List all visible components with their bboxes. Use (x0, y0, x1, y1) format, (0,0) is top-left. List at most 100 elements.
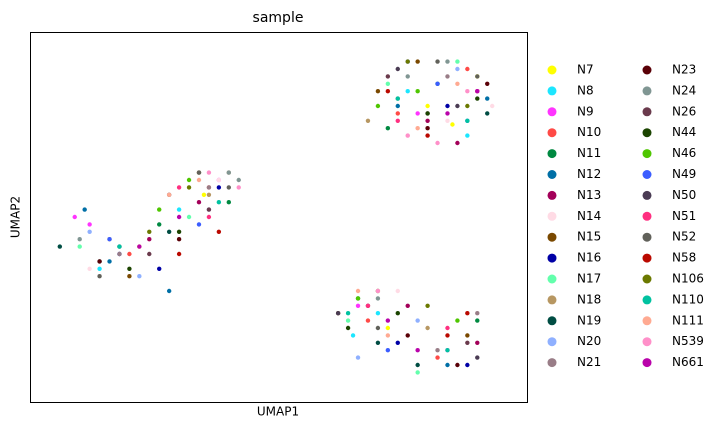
legend-label: N13 (577, 188, 601, 202)
point (117, 251, 122, 257)
point (475, 355, 480, 360)
point (445, 333, 450, 338)
point (425, 126, 430, 131)
point (385, 126, 391, 131)
point (405, 89, 410, 94)
point (365, 303, 371, 308)
legend-marker (642, 253, 652, 263)
point (345, 318, 351, 323)
legend-label: N14 (577, 209, 601, 223)
chart-title: sample (253, 10, 304, 26)
point (385, 325, 391, 331)
legend-label: N16 (577, 251, 601, 265)
point (445, 74, 450, 79)
point (87, 222, 92, 227)
point (385, 333, 391, 338)
point (226, 200, 231, 205)
point (206, 192, 212, 197)
point (405, 59, 410, 64)
point (127, 266, 132, 271)
point (147, 237, 152, 242)
point (485, 96, 490, 101)
point (355, 303, 361, 308)
point (425, 111, 430, 116)
legend-label: N26 (672, 104, 696, 118)
point (107, 237, 112, 242)
point (455, 66, 460, 72)
legend-label: N24 (672, 83, 696, 97)
point (82, 207, 87, 212)
point (176, 237, 182, 242)
point (375, 325, 381, 331)
point (465, 340, 470, 345)
point (176, 251, 182, 257)
point (355, 288, 361, 294)
point (455, 81, 460, 87)
legend-label: N51 (672, 209, 696, 223)
point (375, 103, 381, 109)
point (236, 185, 241, 190)
point (485, 111, 490, 116)
point (157, 266, 162, 271)
point (375, 89, 381, 94)
legend-marker (547, 170, 557, 179)
point (176, 207, 182, 212)
point (405, 303, 410, 308)
point (385, 89, 391, 94)
legend-marker (547, 86, 557, 96)
point (395, 111, 400, 116)
point (176, 214, 182, 220)
x-axis-label: UMAP1 (257, 405, 299, 419)
point (395, 96, 400, 101)
point (127, 274, 132, 279)
point (455, 362, 460, 368)
point (475, 96, 480, 101)
point (415, 89, 420, 94)
point (465, 66, 470, 72)
point (137, 274, 142, 279)
legend-marker (642, 65, 652, 75)
legend-label: N49 (672, 167, 696, 181)
point (226, 170, 231, 175)
point (425, 103, 430, 109)
legend-label: N110 (672, 292, 704, 306)
point (455, 103, 460, 109)
point (425, 303, 430, 308)
point (435, 140, 440, 146)
point (166, 192, 172, 197)
point (365, 118, 371, 124)
point (385, 81, 391, 87)
point (350, 333, 356, 338)
point (475, 89, 480, 94)
point (425, 133, 430, 138)
legend-label: N44 (672, 125, 696, 139)
point (415, 362, 420, 368)
point (405, 333, 410, 338)
legend-label: N9 (577, 104, 594, 118)
legend-marker (642, 190, 652, 200)
legend-label: N18 (577, 292, 601, 306)
point (455, 318, 460, 323)
point (425, 325, 430, 331)
point (176, 185, 182, 190)
legend-label: N46 (672, 146, 696, 160)
point (345, 325, 351, 331)
point (445, 348, 450, 353)
y-axis-label: UMAP2 (9, 196, 23, 238)
point (465, 103, 470, 109)
point (435, 59, 440, 64)
point (157, 222, 162, 227)
legend-marker (642, 337, 652, 347)
point (465, 362, 470, 368)
legend-label: N58 (672, 251, 696, 265)
point (475, 311, 480, 316)
legend-marker (547, 149, 557, 159)
point (435, 81, 440, 87)
legend-label: N20 (577, 334, 601, 348)
point (490, 103, 495, 109)
point (445, 59, 450, 64)
legend-marker (547, 337, 557, 347)
point (355, 355, 361, 360)
